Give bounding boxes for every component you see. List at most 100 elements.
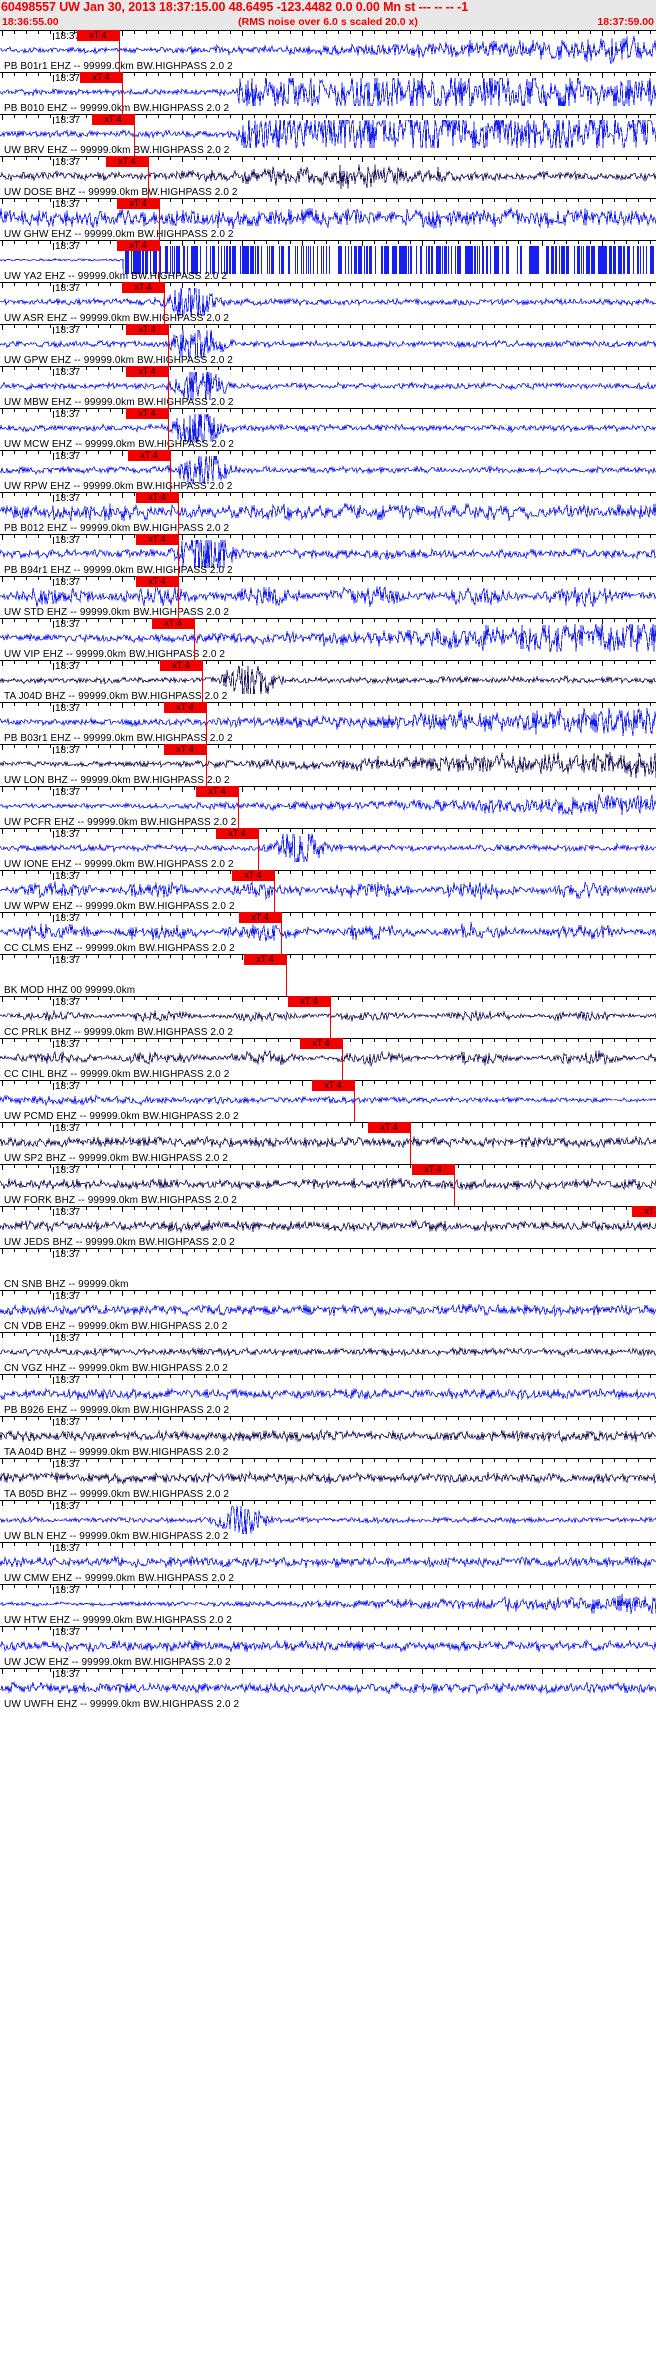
trace-row[interactable]: 18:37 UW LON BHZ -- 99999.0km BW.HIGHPASS… [0,744,656,786]
tick-major [602,997,603,1002]
tick-minor [386,703,387,706]
trace-row[interactable]: 18:37 PB B012 EHZ -- 99999.0km BW.HIGHPAS… [0,492,656,534]
trigger-marker[interactable]: xT 4 [117,198,159,209]
trace-row[interactable]: 18:37 UW YA2 EHZ -- 99999.0km BW.HIGHPASS… [0,240,656,282]
trigger-marker[interactable]: xT 4 [136,492,178,503]
tick-major [62,1333,63,1338]
tick-minor [194,535,195,538]
trace-row[interactable]: 18:37 UW GPW EHZ -- 99999.0km BW.HIGHPASS… [0,324,656,366]
trigger-marker[interactable]: xT 4 [77,30,119,41]
tick-major [62,283,63,288]
trigger-marker[interactable]: xT 4 [80,72,122,83]
trigger-marker[interactable]: xT 4 [312,1080,354,1091]
trace-row[interactable]: 18:37 TA A04D BHZ -- 99999.0km BW.HIGHPAS… [0,1416,656,1458]
trace-row[interactable]: 18:37 CN VDB EHZ -- 99999.0km BW.HIGHPASS… [0,1290,656,1332]
tick-major [602,913,603,918]
tick-minor [266,1333,267,1336]
tick-minor [86,1417,87,1420]
trace-row[interactable]: 18:37 UW IONE EHZ -- 99999.0km BW.HIGHPAS… [0,828,656,870]
trace-row[interactable]: 18:37 PB B010 EHZ -- 99999.0km BW.HIGHPAS… [0,72,656,114]
trace-row[interactable]: 18:37 BK MOD HHZ 00 99999.0km xT 4 [0,954,656,996]
tick-bar-icon [53,1545,54,1552]
trace-row[interactable]: 18:37 UW STD EHZ -- 99999.0km BW.HIGHPASS… [0,576,656,618]
tick-minor [338,1627,339,1630]
trace-row[interactable]: 18:37 PB B01r1 EHZ -- 99999.0km BW.HIGHPA… [0,30,656,72]
trigger-marker[interactable]: xT 4 [164,702,206,713]
trace-row[interactable]: 18:37 UW SP2 BHZ -- 99999.0km BW.HIGHPASS… [0,1122,656,1164]
trace-row[interactable]: 18:37 CN VGZ HHZ -- 99999.0km BW.HIGHPASS… [0,1332,656,1374]
trigger-marker[interactable]: xT 4 [232,870,274,881]
waveform [0,246,655,274]
time-tick-text: 18:37 [55,787,81,798]
trigger-marker[interactable]: xT 4 [128,450,170,461]
trace-row[interactable]: 18:37 PB B94r1 EHZ -- 99999.0km BW.HIGHPA… [0,534,656,576]
trace-row[interactable]: 18:37 UW MBW EHZ -- 99999.0km BW.HIGHPASS… [0,366,656,408]
trace-row[interactable]: 18:37 TA B05D BHZ -- 99999.0km BW.HIGHPAS… [0,1458,656,1500]
tick-major [122,1123,123,1128]
trigger-marker[interactable]: xT 4 [300,1038,342,1049]
trace-row[interactable]: 18:37 UW CMW EHZ -- 99999.0km BW.HIGHPASS… [0,1542,656,1584]
tick-minor [338,493,339,496]
tick-major [182,409,183,414]
trigger-marker[interactable]: xT 4 [126,366,168,377]
trace-row[interactable]: 18:37 CC CLMS EHZ -- 99999.0km BW.HIGHPAS… [0,912,656,954]
tick-minor [290,955,291,958]
trigger-marker[interactable]: xT 4 [239,912,281,923]
trigger-marker[interactable]: xT 4 [368,1122,410,1133]
trace-row[interactable]: 18:37 UW FORK BHZ -- 99999.0km BW.HIGHPAS… [0,1164,656,1206]
tick-major [2,535,3,540]
trace-row[interactable]: 18:37 CN SNB BHZ -- 99999.0km [0,1248,656,1290]
trigger-marker[interactable]: xT 4 [412,1164,454,1175]
tick-minor [386,199,387,202]
trigger-marker[interactable]: xT 4 [122,282,164,293]
tick-minor [326,1669,327,1672]
tick-minor [434,1291,435,1294]
trace-row[interactable]: 18:37 UW PCMD EHZ -- 99999.0km BW.HIGHPAS… [0,1080,656,1122]
trace-row[interactable]: 18:37 UW DOSE BHZ -- 99999.0km BW.HIGHPAS… [0,156,656,198]
trigger-marker[interactable]: xT 4 [152,618,194,629]
time-tick-label: 18:37 [53,535,80,546]
trace-row[interactable]: 18:37 PB B03r1 EHZ -- 99999.0km BW.HIGHPA… [0,702,656,744]
tick-major [482,241,483,246]
trigger-marker[interactable]: xT 4 [117,240,159,251]
trigger-marker[interactable]: xT 4 [92,114,134,125]
trace-row[interactable]: 18:37 TA J04D BHZ -- 99999.0km BW.HIGHPAS… [0,660,656,702]
trace-row[interactable]: 18:37 UW RPW EHZ -- 99999.0km BW.HIGHPASS… [0,450,656,492]
trigger-marker[interactable]: xT 4 [216,828,258,839]
trace-row[interactable]: 18:37 UW BLN EHZ -- 99999.0km BW.HIGHPASS… [0,1500,656,1542]
trigger-marker[interactable]: xT 4 [196,786,238,797]
trigger-marker[interactable]: xT 4 [136,576,178,587]
trigger-marker[interactable]: xT 4 [244,954,286,965]
trigger-marker[interactable]: xT 4 [126,408,168,419]
trace-row[interactable]: 18:37 UW GHW EHZ -- 99999.0km BW.HIGHPASS… [0,198,656,240]
trigger-marker[interactable]: xT 4 [106,156,148,167]
trace-row[interactable]: 18:37 UW MCW EHZ -- 99999.0km BW.HIGHPASS… [0,408,656,450]
trace-row[interactable]: 18:37 UW JCW EHZ -- 99999.0km BW.HIGHPASS… [0,1626,656,1668]
trigger-marker[interactable]: xT 4 [160,660,202,671]
trigger-marker[interactable]: xT 4 [126,324,168,335]
tick-minor [38,997,39,1000]
trace-row[interactable]: 18:37 PB B926 EHZ -- 99999.0km BW.HIGHPAS… [0,1374,656,1416]
trigger-marker[interactable]: xT 4 [164,744,206,755]
trace-row[interactable]: 18:37 UW BRV EHZ -- 99999.0km BW.HIGHPASS… [0,114,656,156]
tick-minor [146,1459,147,1462]
trace-row[interactable]: 18:37 UW ASR EHZ -- 99999.0km BW.HIGHPASS… [0,282,656,324]
trace-row[interactable]: 18:37 UW HTW EHZ -- 99999.0km BW.HIGHPASS… [0,1584,656,1626]
trigger-marker[interactable]: xT 4 [288,996,330,1007]
trace-row[interactable]: 18:37 UW JEDS BHZ -- 99999.0km BW.HIGHPAS… [0,1206,656,1248]
tick-minor [590,787,591,790]
tick-major [422,535,423,540]
tick-minor [326,871,327,874]
trace-row[interactable]: 18:37 UW VIP EHZ -- 99999.0km BW.HIGHPASS… [0,618,656,660]
trigger-marker[interactable]: xT 4 [136,534,178,545]
tick-minor [398,619,399,622]
trace-row[interactable]: 18:37 CC PRLK BHZ -- 99999.0km BW.HIGHPAS… [0,996,656,1038]
trace-row[interactable]: 18:37 UW WPW EHZ -- 99999.0km BW.HIGHPASS… [0,870,656,912]
trigger-marker[interactable]: xT 4 [632,1206,656,1217]
tick-minor [110,913,111,916]
tick-minor [326,703,327,706]
trace-row[interactable]: 18:37 UW PCFR EHZ -- 99999.0km BW.HIGHPAS… [0,786,656,828]
trace-row[interactable]: 18:37 UW UWFH EHZ -- 99999.0km BW.HIGHPAS… [0,1668,656,1710]
tick-minor [374,997,375,1000]
trace-row[interactable]: 18:37 CC CIHL BHZ -- 99999.0km BW.HIGHPAS… [0,1038,656,1080]
